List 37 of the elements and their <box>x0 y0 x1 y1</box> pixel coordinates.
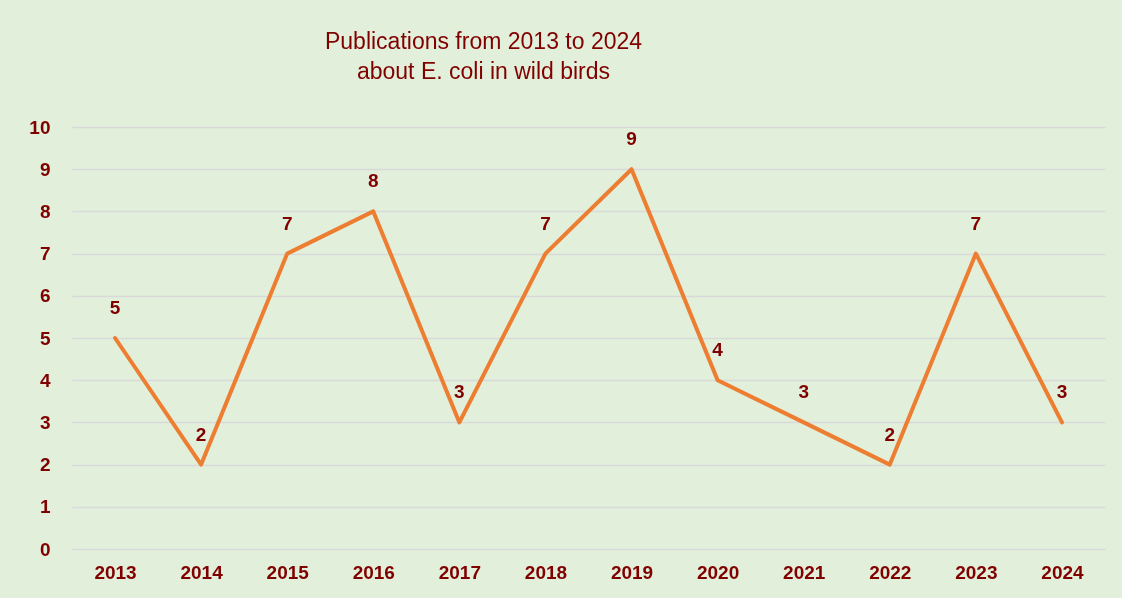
text: about E. coli in wild birds <box>356 58 611 84</box>
data-label: 4 <box>712 339 724 361</box>
y-tick-label: 1 <box>39 496 51 518</box>
data-label: 3 <box>798 381 809 403</box>
x-tick-label: 2021 <box>783 561 826 583</box>
y-tick-label: 7 <box>39 243 51 265</box>
text: Publications from 2013 to 2024 <box>324 28 643 54</box>
data-label: 3 <box>1056 381 1068 403</box>
data-label: 7 <box>281 212 293 234</box>
data-label: 7 <box>970 212 982 234</box>
y-tick-label: 6 <box>39 285 51 307</box>
x-tick-label: 2024 <box>1041 561 1085 583</box>
x-tick-label: 2022 <box>869 561 912 583</box>
data-label: 7 <box>540 212 551 234</box>
y-tick-label: 4 <box>39 369 51 391</box>
data-label: 5 <box>109 297 121 318</box>
x-tick-label: 2019 <box>610 561 654 583</box>
data-label: 2 <box>884 423 896 445</box>
x-tick-label: 2013 <box>94 561 137 583</box>
data-label: 3 <box>454 381 465 403</box>
x-tick-label: 2014 <box>180 561 224 583</box>
x-tick-label: 2020 <box>696 561 740 583</box>
y-tick-label: 5 <box>39 327 51 349</box>
data-label: 9 <box>626 128 637 150</box>
y-tick-label: 9 <box>39 158 51 180</box>
data-label: 8 <box>368 170 379 192</box>
x-tick-label: 2018 <box>524 561 568 583</box>
x-tick-label: 2023 <box>955 561 998 583</box>
y-tick-label: 3 <box>39 411 51 433</box>
data-label: 2 <box>195 423 207 445</box>
y-tick-label: 10 <box>29 116 51 138</box>
x-tick-label: 2016 <box>352 561 395 583</box>
y-tick-label: 8 <box>39 200 51 222</box>
x-tick-label: 2015 <box>266 561 310 583</box>
y-tick-label: 0 <box>39 538 51 560</box>
x-tick-label: 2017 <box>438 561 482 583</box>
y-tick-label: 2 <box>39 454 51 476</box>
